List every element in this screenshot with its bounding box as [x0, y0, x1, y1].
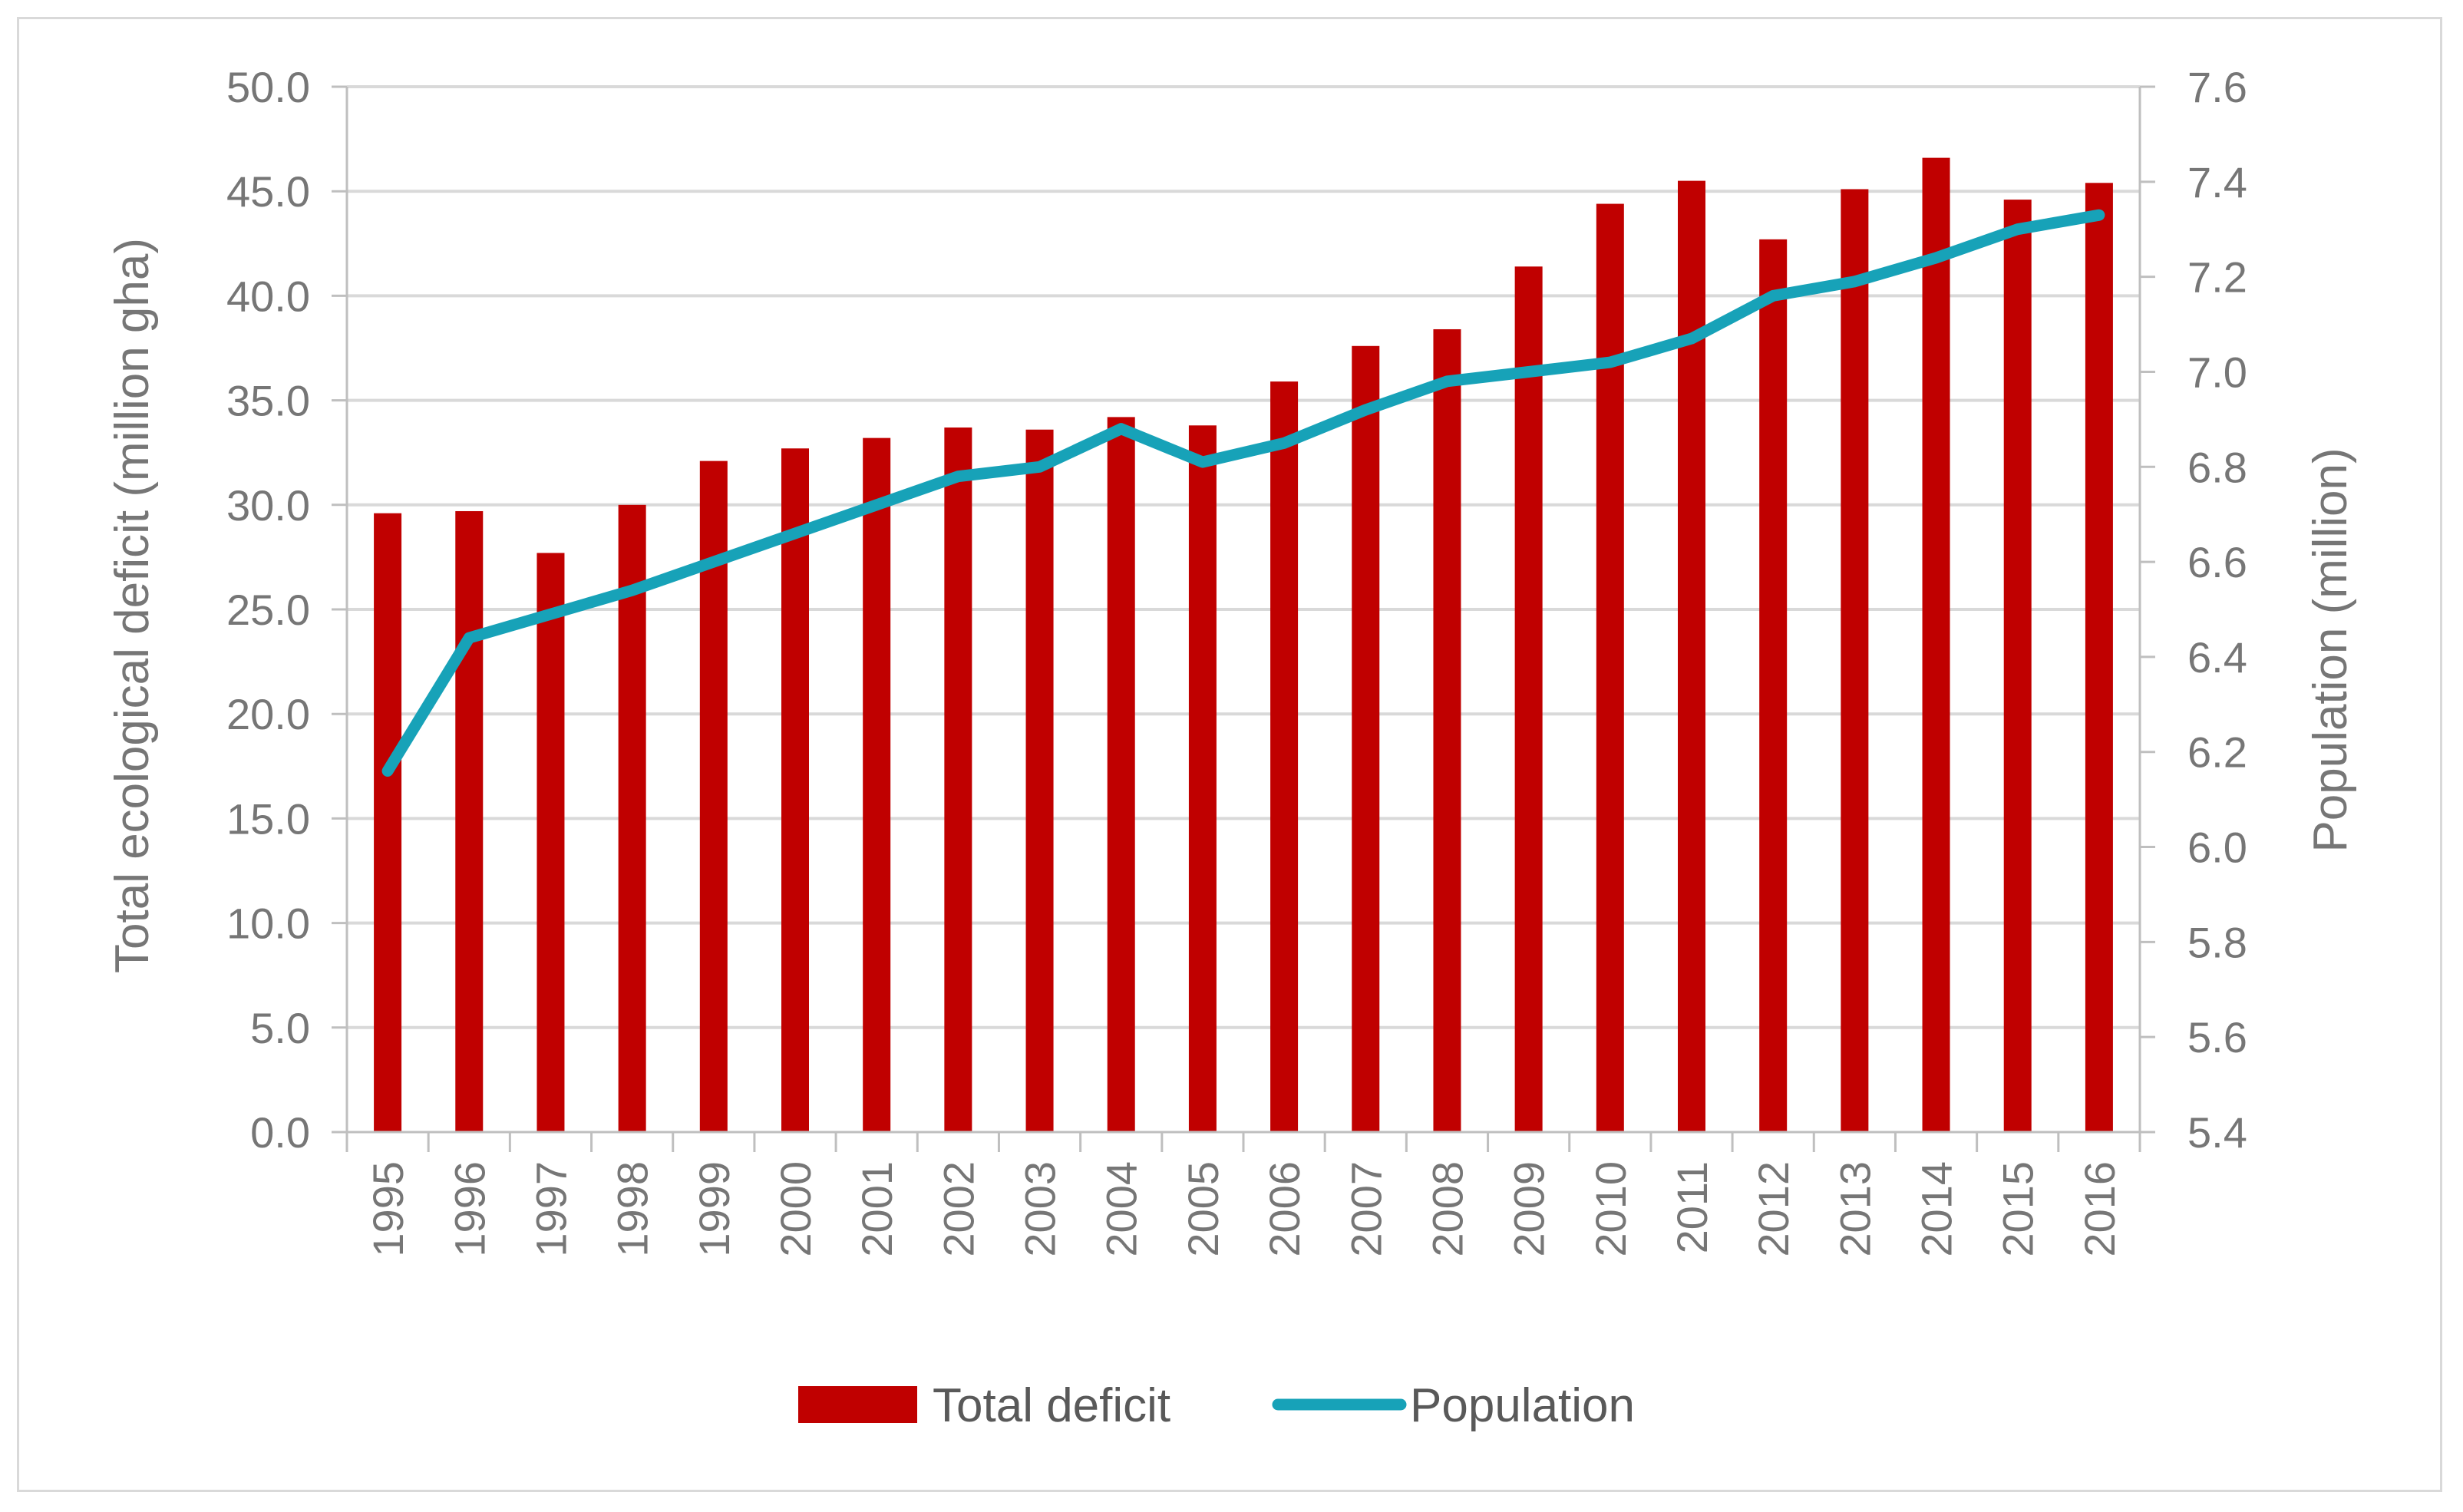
right-tick-label: 5.4	[2187, 1108, 2247, 1157]
x-tick-label: 1996	[445, 1161, 494, 1257]
x-tick-label: 1999	[690, 1161, 738, 1257]
right-tick-label: 7.0	[2187, 348, 2247, 396]
chart-svg: 0.0 5.0 10.0 15.0 20.0 25.0 30.0 35.0 40.0 45.0 50…	[106, 63, 2357, 1432]
population-line	[381, 209, 2105, 777]
left-tick-label: 25.0	[226, 586, 310, 634]
right-tick-label: 5.8	[2187, 918, 2247, 966]
x-tick-label: 2002	[934, 1161, 982, 1257]
x-tick-label: 1998	[609, 1161, 657, 1257]
right-tick-label: 6.2	[2187, 728, 2247, 777]
right-tick-label: 6.6	[2187, 538, 2247, 586]
bar-2005	[1188, 425, 1217, 1132]
right-tick-label: 7.2	[2187, 253, 2247, 302]
bar-1995	[374, 513, 402, 1132]
left-tick-label: 5.0	[250, 1004, 310, 1052]
x-tick-label: 2005	[1179, 1161, 1227, 1257]
bar-1996	[455, 510, 484, 1132]
bar-2001	[863, 437, 891, 1132]
x-tick-label: 2010	[1586, 1161, 1635, 1257]
right-tick-label: 5.6	[2187, 1013, 2247, 1061]
left-tick-label: 20.0	[226, 690, 310, 738]
bar-2011	[1678, 180, 1705, 1133]
bar-2000	[781, 448, 809, 1132]
x-tick-label: 2009	[1505, 1161, 1553, 1257]
x-tick-label: 2003	[1016, 1161, 1065, 1257]
x-tick-label: 1995	[364, 1161, 412, 1257]
left-tick-label: 50.0	[226, 63, 310, 111]
x-tick-label: 2001	[853, 1161, 901, 1257]
right-tick-label: 7.6	[2187, 63, 2247, 111]
left-tick-label: 45.0	[226, 167, 310, 216]
bar-2013	[1841, 189, 1869, 1133]
bar-2015	[2003, 200, 2032, 1133]
bar-2014	[1922, 157, 1950, 1133]
x-tick-label: 2004	[1098, 1161, 1146, 1257]
legend-swatch-total-deficit	[798, 1386, 917, 1423]
x-tick-label: 1997	[527, 1161, 575, 1257]
bar-2010	[1596, 203, 1624, 1133]
bar-2006	[1270, 381, 1299, 1133]
left-tick-label: 35.0	[226, 377, 310, 425]
bar-2012	[1759, 239, 1788, 1132]
x-tick-label: 2013	[1831, 1161, 1879, 1257]
left-tick-label: 0.0	[250, 1108, 310, 1157]
left-tick-label: 40.0	[226, 272, 310, 320]
x-tick-label: 2011	[1668, 1161, 1716, 1253]
bar-2008	[1433, 328, 1461, 1132]
bar-2007	[1352, 345, 1380, 1132]
bar-2004	[1107, 417, 1135, 1132]
right-tick-label: 6.4	[2187, 633, 2247, 682]
x-tick-label: 2008	[1423, 1161, 1471, 1257]
bar-2002	[944, 428, 972, 1132]
axes	[332, 85, 2155, 1152]
bar-2003	[1025, 429, 1054, 1132]
left-axis-title: Total ecological deficit (million gha)	[106, 238, 159, 973]
legend: Total deficit Population	[798, 1379, 1635, 1432]
legend-label-population: Population	[1410, 1379, 1635, 1432]
gridlines	[347, 85, 2140, 1029]
right-tick-label: 6.0	[2187, 824, 2247, 872]
x-tick-label: 2012	[1749, 1161, 1798, 1257]
left-tick-label: 15.0	[226, 794, 310, 843]
bar-1999	[699, 461, 728, 1132]
x-tick-label: 2016	[2075, 1161, 2124, 1257]
bar-1997	[537, 553, 565, 1132]
right-tick-label: 6.8	[2187, 443, 2247, 491]
right-axis-title: Population (million)	[2304, 447, 2357, 852]
x-tick-label: 2014	[1913, 1161, 1961, 1257]
x-tick-label: 2006	[1260, 1161, 1309, 1257]
left-tick-label: 10.0	[226, 900, 310, 948]
right-tick-label: 7.4	[2187, 158, 2247, 206]
left-tick-label: 30.0	[226, 481, 310, 530]
line-series-population	[381, 209, 2105, 777]
x-tick-label: 2007	[1342, 1161, 1390, 1257]
legend-label-total-deficit: Total deficit	[933, 1379, 1170, 1432]
tick-labels: 0.0 5.0 10.0 15.0 20.0 25.0 30.0 35.0 40.0 45.0 50…	[106, 63, 2357, 1257]
bar-series-total-deficit	[374, 157, 2113, 1133]
bar-2016	[2085, 183, 2113, 1133]
chart-frame: 0.0 5.0 10.0 15.0 20.0 25.0 30.0 35.0 40.0 45.0 50…	[17, 17, 2442, 1492]
x-tick-label: 2000	[771, 1161, 820, 1257]
bar-1998	[618, 504, 646, 1132]
bar-2009	[1514, 266, 1543, 1132]
x-tick-label: 2015	[1994, 1161, 2042, 1257]
